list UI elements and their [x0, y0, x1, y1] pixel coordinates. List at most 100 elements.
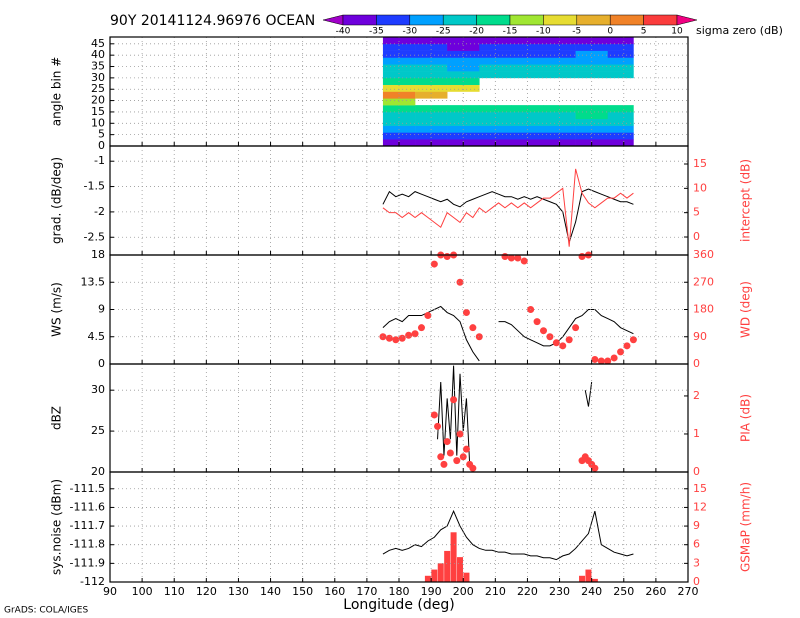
colorbar-tick-label: 0	[607, 27, 613, 37]
colorbar-swatch	[322, 14, 344, 26]
data-point	[430, 260, 438, 268]
y-tick-label: -111.6	[70, 500, 105, 513]
y2-tick-label: 360	[693, 248, 714, 261]
data-point	[565, 336, 573, 344]
y2-axis-label: WD (deg)	[739, 281, 753, 338]
heatmap-cell	[607, 43, 634, 51]
x-tick-label: 90	[103, 585, 117, 598]
heatmap-cell	[479, 37, 512, 45]
y2-axis-label: GSMaP (mm/h)	[739, 482, 753, 572]
data-bar	[585, 569, 592, 582]
heatmap-cell	[447, 43, 480, 51]
heatmap-cell	[607, 139, 634, 147]
y-tick-label: 15	[91, 105, 105, 118]
data-point	[533, 318, 541, 326]
heatmap-cell	[575, 64, 609, 72]
heatmap-cell	[607, 37, 634, 45]
heatmap-cell	[415, 84, 448, 92]
data-point	[417, 324, 425, 332]
y-tick-label: -2	[94, 205, 105, 218]
data-point	[546, 333, 554, 341]
x-tick-label: 220	[517, 585, 538, 598]
data-point	[597, 357, 605, 365]
y2-tick-label: 180	[693, 303, 714, 316]
colorbar-swatch	[376, 14, 411, 26]
y2-tick-label: 90	[693, 330, 707, 343]
colorbar-swatch	[409, 14, 444, 26]
heatmap-cell	[479, 71, 512, 79]
data-point	[456, 430, 464, 438]
y2-axis-label: intercept (dB)	[739, 159, 753, 242]
y2-tick-label: 1	[693, 427, 700, 440]
heatmap-cell	[447, 50, 480, 58]
y-tick-label: -1	[94, 154, 105, 167]
y-tick-label: 25	[91, 82, 105, 95]
heatmap-cell	[382, 57, 416, 65]
data-point	[617, 348, 625, 356]
y2-tick-label: 10	[693, 181, 707, 194]
heatmap-cell	[543, 57, 576, 65]
heatmap-cell	[479, 132, 512, 140]
data-point	[469, 464, 477, 472]
y2-tick-label: 0	[693, 465, 700, 478]
heatmap-cell	[479, 64, 512, 72]
y-tick-label: 40	[91, 48, 105, 61]
y-tick-label: 13.5	[81, 275, 106, 288]
heatmap-cell	[447, 71, 480, 79]
x-tick-label: 230	[549, 585, 570, 598]
heatmap-cell	[447, 84, 480, 92]
heatmap-cell	[382, 111, 416, 120]
colorbar-label: sigma zero (dB)	[696, 24, 783, 37]
heatmap-cell	[447, 132, 480, 140]
data-point	[443, 253, 451, 261]
data-point	[385, 334, 393, 342]
heatmap-cell	[447, 37, 480, 45]
data-line	[382, 305, 634, 362]
heatmap-cell	[543, 37, 576, 45]
heatmap-cell	[415, 64, 448, 72]
y-tick-label: 4.5	[88, 330, 106, 343]
heatmap-cell	[479, 57, 512, 65]
y2-tick-label: 6	[693, 538, 700, 551]
heatmap-cell	[575, 71, 609, 79]
data-point	[572, 324, 580, 332]
y-tick-label: 20	[91, 94, 105, 107]
heatmap-cell	[607, 111, 634, 120]
y2-tick-label: 270	[693, 275, 714, 288]
heatmap-cell	[382, 132, 416, 140]
data-point	[462, 309, 470, 317]
data-line	[382, 168, 634, 247]
colorbar-tick-label: -25	[436, 27, 451, 37]
heatmap-cell	[511, 118, 544, 126]
x-tick-label: 110	[164, 585, 185, 598]
heatmap-cell	[607, 105, 634, 113]
heatmap-cell	[511, 132, 544, 140]
heatmap-cell	[382, 43, 416, 51]
y-axis-label: dBZ	[50, 406, 64, 430]
heatmap-cell	[415, 132, 448, 140]
colorbar-swatch	[442, 14, 477, 26]
x-tick-label: 140	[260, 585, 281, 598]
data-point	[591, 355, 599, 363]
y-tick-label: -111.5	[70, 482, 105, 495]
y2-tick-label: 2	[693, 389, 700, 402]
data-point	[514, 254, 522, 262]
chart-title: 90Y 20141124.96976 OCEAN	[110, 13, 315, 29]
colorbar-swatch	[576, 14, 611, 26]
heatmap-cell	[575, 118, 609, 126]
colorbar-tick-label: -15	[503, 27, 518, 37]
colorbar-tick-label: -10	[536, 27, 551, 37]
heatmap-cell	[382, 105, 416, 113]
data-point	[520, 257, 528, 265]
heatmap-cell	[543, 118, 576, 126]
data-bar	[591, 578, 598, 582]
data-point	[453, 457, 461, 465]
x-tick-label: 260	[645, 585, 666, 598]
y-tick-label: 0	[98, 357, 105, 370]
colorbar-swatch	[509, 14, 544, 26]
data-bar	[463, 572, 470, 582]
heatmap-cell	[511, 43, 544, 51]
heatmap-cell	[543, 111, 576, 120]
data-bar	[424, 575, 431, 582]
